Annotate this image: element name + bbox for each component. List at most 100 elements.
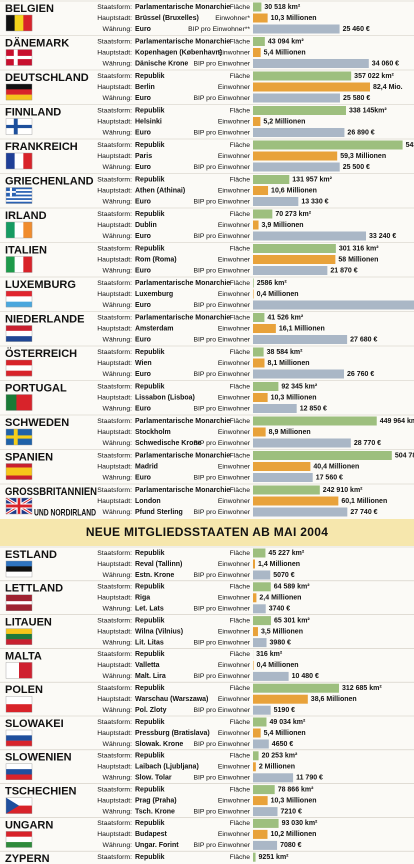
field-value: Schwedische Krone <box>135 440 202 447</box>
bar-label: Einwohner <box>218 394 251 401</box>
field-label: Hauptstadt: <box>97 49 132 56</box>
gdp-value: 4650 € <box>272 741 294 748</box>
area-value: 78 866 km² <box>278 786 314 793</box>
population-value: 10,3 Millionen <box>271 797 317 804</box>
flag-part <box>6 774 32 780</box>
flag-border <box>5 359 33 377</box>
bar-label: Einwohner <box>218 187 251 194</box>
bar-label: BIP pro Einwohner <box>193 233 250 240</box>
field-label: Staatsform: <box>97 211 132 218</box>
population-value: 1,4 Millionen <box>258 561 300 568</box>
bar-label: Fläche <box>230 753 251 760</box>
flag-border <box>5 325 33 342</box>
bar-label: Einwohner <box>218 498 251 505</box>
flag-part <box>23 256 33 273</box>
bar-label: BIP pro Einwohner** <box>188 26 250 33</box>
area-bar <box>253 209 273 219</box>
field-label: Hauptstadt: <box>97 394 132 401</box>
field-value: Republik <box>135 142 165 149</box>
population-value: 10,3 Millionen <box>271 394 317 401</box>
gdp-value: 10 480 € <box>292 673 319 680</box>
population-value: 82,4 Mio. <box>373 84 403 91</box>
gdp-bar <box>253 807 278 817</box>
gdp-value: 7080 € <box>280 842 302 849</box>
field-value: Kopenhagen (København) <box>135 49 222 56</box>
country-name: GRIECHENLAND <box>5 175 94 187</box>
population-value: 0,4 Millionen <box>257 291 299 298</box>
field-value: Slowak. Krone <box>135 741 183 748</box>
flag-part <box>6 55 32 60</box>
field-label: Währung: <box>103 474 133 481</box>
flag-part <box>6 566 32 572</box>
country-name: UNGARN <box>5 819 53 831</box>
population-bar <box>253 829 268 839</box>
gdp-bar <box>253 369 344 379</box>
bar-label: Einwohner <box>218 696 251 703</box>
gdp-value: 3740 € <box>269 606 291 613</box>
flag-part <box>6 360 32 366</box>
field-value: Republik <box>135 349 165 356</box>
flag-part <box>6 94 32 101</box>
gdp-value: 26 760 € <box>347 371 374 378</box>
field-label: Währung: <box>103 606 133 613</box>
area-value: 65 301 km² <box>274 617 310 624</box>
field-value: Lissabon (Lisboa) <box>135 394 195 401</box>
gdp-bar <box>253 162 340 172</box>
population-bar <box>253 462 311 471</box>
field-label: Staatsform: <box>97 584 132 591</box>
country-name: ZYPERN <box>5 853 50 864</box>
field-value: Euro <box>135 129 151 136</box>
field-value: Dublin <box>135 222 157 229</box>
flag-part <box>6 187 32 190</box>
flag-border <box>5 14 33 32</box>
field-value: Euro <box>135 26 151 33</box>
field-label: Währung: <box>103 808 133 815</box>
field-label: Währung: <box>103 842 133 849</box>
field-label: Währung: <box>103 741 133 748</box>
field-label: Währung: <box>103 129 133 136</box>
field-value: Republik <box>135 651 165 658</box>
bar-label: Einwohner <box>218 662 251 669</box>
field-value: Slow. Tolar <box>135 775 172 782</box>
field-label: Staatsform: <box>97 280 132 287</box>
population-bar <box>253 13 268 23</box>
population-value: 2 Millionen <box>259 764 295 771</box>
bar-label: BIP pro Einwohner <box>193 572 250 579</box>
field-label: Staatsform: <box>97 38 132 45</box>
flag-border <box>5 290 33 308</box>
field-label: Staatsform: <box>97 314 132 321</box>
flag-part <box>6 301 32 308</box>
field-value: Athen (Athinai) <box>135 187 185 194</box>
field-value: Republik <box>135 685 165 692</box>
population-value: 40,4 Millionen <box>313 463 359 470</box>
flag-part <box>23 153 33 169</box>
population-bar <box>253 324 276 333</box>
gdp-bar <box>253 197 299 206</box>
gdp-value: 7210 € <box>281 808 303 815</box>
field-label: Staatsform: <box>97 176 132 183</box>
area-bar <box>253 278 254 288</box>
flag-border <box>5 256 33 273</box>
country-name: LUXEMBURG <box>5 279 76 291</box>
field-value: Republik <box>135 211 165 218</box>
flag-part <box>6 84 32 90</box>
field-label: Staatsform: <box>97 617 132 624</box>
field-value: Republik <box>135 786 165 793</box>
banner-background <box>0 519 414 546</box>
area-value: 20 253 km² <box>262 753 298 760</box>
flag-part <box>6 601 32 605</box>
bar-label: Einwohner <box>218 797 251 804</box>
bar-label: BIP pro Einwohner <box>193 707 250 714</box>
field-label: Hauptstadt: <box>97 84 132 91</box>
area-bar <box>253 347 264 357</box>
field-label: Hauptstadt: <box>97 730 132 737</box>
bar-label: Fläche <box>230 651 251 658</box>
flag-border <box>5 187 33 204</box>
flag-part <box>6 370 32 377</box>
area-value: 45 227 km² <box>268 550 304 557</box>
population-value: 38,6 Millionen <box>311 696 357 703</box>
field-label: Staatsform: <box>97 418 132 425</box>
area-value: 30 518 km² <box>264 4 300 11</box>
country-name: UND NORDIRLAND <box>34 507 96 517</box>
field-value: Republik <box>135 245 165 252</box>
